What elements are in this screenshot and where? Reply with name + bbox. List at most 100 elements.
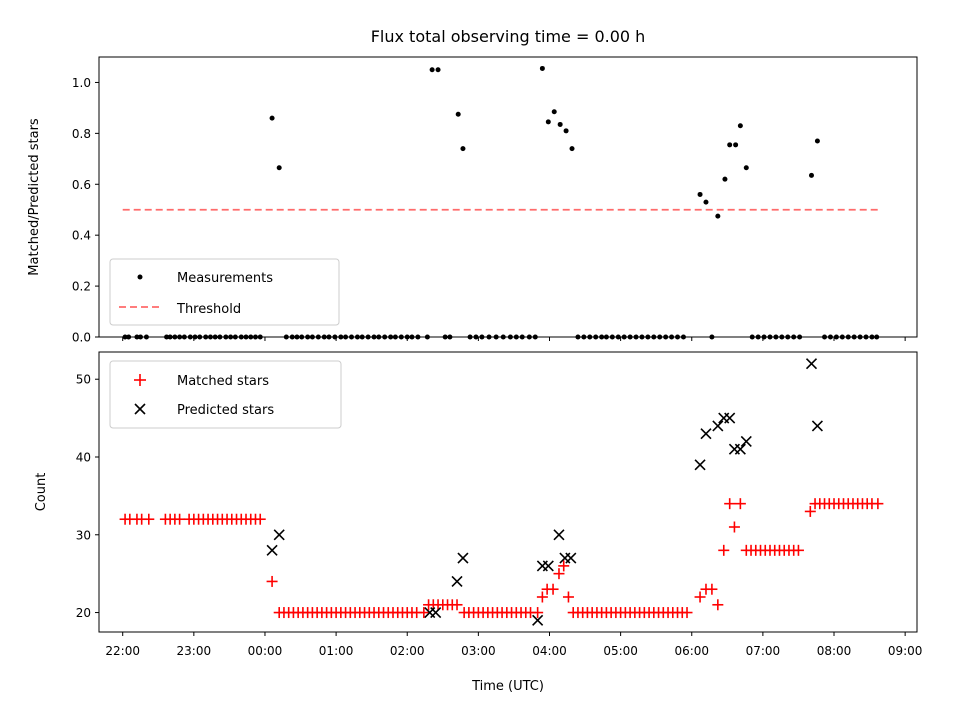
- x-tick-label: 23:00: [177, 644, 212, 658]
- measurement-point: [269, 115, 275, 121]
- legend-threshold-label: Threshold: [176, 302, 241, 317]
- measurement-point: [460, 146, 466, 152]
- predicted-star-point: [565, 552, 577, 564]
- matched-star-point: [562, 591, 574, 603]
- top-plot-area: [122, 65, 880, 340]
- matched-star-point: [266, 575, 278, 587]
- measurement-point: [557, 121, 563, 127]
- measurement-point: [569, 146, 575, 152]
- legend-matched-marker: [134, 374, 146, 386]
- bottom-xlabel: Time (UTC): [471, 679, 544, 694]
- measurement-point: [551, 109, 557, 115]
- matched-star-point: [547, 583, 559, 595]
- bottom-ylabel: Count: [34, 473, 49, 512]
- predicted-star-point: [532, 614, 544, 626]
- matched-star-point: [804, 505, 816, 517]
- top-y-tick-label: 0.8: [72, 127, 91, 141]
- matched-star-point: [254, 513, 266, 525]
- predicted-star-point: [724, 412, 736, 424]
- bottom-legend-box: [109, 360, 342, 429]
- x-tick-label: 05:00: [603, 644, 638, 658]
- matched-star-point: [694, 591, 706, 603]
- matched-star-point: [143, 513, 155, 525]
- matched-star-point: [174, 513, 186, 525]
- chart-title: Flux total observing time = 0.00 h: [371, 27, 646, 46]
- predicted-star-point: [451, 575, 463, 588]
- measurement-point: [455, 111, 461, 117]
- predicted-star-point: [805, 358, 818, 370]
- top-y-tick-label: 0.4: [72, 229, 91, 243]
- top-axes-frame: [98, 56, 918, 338]
- top-legend: Measurements Threshold: [109, 258, 340, 326]
- matched-star-point: [536, 591, 548, 603]
- matched-star-point: [553, 568, 565, 580]
- bottom-axes-frame: [98, 351, 918, 633]
- matched-star-point: [734, 498, 746, 510]
- measurement-point: [715, 213, 721, 219]
- measurement-point: [703, 199, 709, 205]
- x-tick-label: 00:00: [248, 644, 283, 658]
- x-tick-label: 08:00: [817, 644, 852, 658]
- top-y-tick-label: 0.0: [72, 331, 91, 345]
- bottom-y-tick-label: 50: [76, 373, 91, 387]
- matched-star-point: [718, 544, 730, 556]
- measurement-point: [722, 176, 728, 182]
- measurement-point: [727, 142, 733, 148]
- predicted-star-point: [700, 428, 712, 440]
- x-tick-label: 02:00: [390, 644, 425, 658]
- top-legend-box: [109, 258, 340, 326]
- matched-star-point: [558, 560, 570, 572]
- x-tick-label: 01:00: [319, 644, 354, 658]
- predicted-star-point: [430, 606, 442, 619]
- bottom-axis-ticks: 22:00 23:00 00:00 01:00 02:00 03:00 04:00 05:00…: [76, 373, 923, 658]
- measurement-point: [563, 128, 569, 134]
- measurement-point: [545, 119, 551, 125]
- matched-star-point: [792, 544, 804, 556]
- x-tick-label: 06:00: [674, 644, 709, 658]
- legend-predicted-label: Predicted stars: [177, 403, 274, 418]
- predicted-star-point: [273, 529, 285, 541]
- predicted-star-point: [734, 443, 746, 455]
- top-y-tick-label: 0.2: [72, 280, 91, 294]
- predicted-star-point: [542, 560, 554, 572]
- measurement-point: [697, 191, 703, 197]
- x-tick-label: 09:00: [888, 644, 923, 658]
- bottom-plot-area: [119, 358, 884, 626]
- top-y-tick-label: 0.6: [72, 178, 91, 192]
- matched-star-point: [706, 583, 718, 595]
- measurement-point: [276, 165, 282, 171]
- bottom-legend: Matched stars Predicted stars: [109, 360, 342, 429]
- x-tick-label: 07:00: [746, 644, 781, 658]
- legend-matched-label: Matched stars: [177, 374, 269, 389]
- bottom-y-tick-label: 40: [76, 451, 91, 465]
- matched-star-point: [418, 607, 430, 619]
- measurement-point: [539, 65, 545, 71]
- x-tick-label: 22:00: [105, 644, 140, 658]
- matched-star-point: [451, 599, 463, 611]
- predicted-star-point: [740, 435, 752, 448]
- matched-star-point: [872, 498, 884, 510]
- measurement-point: [435, 67, 441, 73]
- predicted-star-point: [553, 529, 565, 541]
- predicted-star-point: [811, 420, 823, 432]
- matched-star-point: [532, 607, 544, 619]
- measurement-point: [808, 172, 814, 178]
- legend-predicted-marker: [134, 403, 146, 415]
- x-tick-label: 03:00: [461, 644, 496, 658]
- measurement-point: [733, 142, 739, 148]
- predicted-star-point: [712, 420, 724, 432]
- measurement-point: [814, 138, 820, 144]
- top-ylabel: Matched/Predicted stars: [27, 118, 42, 276]
- matched-star-point: [724, 498, 736, 510]
- measurement-point: [737, 123, 743, 129]
- predicted-star-point: [694, 459, 706, 471]
- measurement-point: [429, 67, 435, 73]
- matched-star-point: [681, 607, 693, 619]
- matched-star-point: [728, 521, 740, 533]
- matched-star-point: [712, 599, 724, 611]
- x-tick-label: 04:00: [532, 644, 567, 658]
- legend-measurements-marker: [137, 274, 143, 280]
- predicted-star-point: [457, 552, 469, 564]
